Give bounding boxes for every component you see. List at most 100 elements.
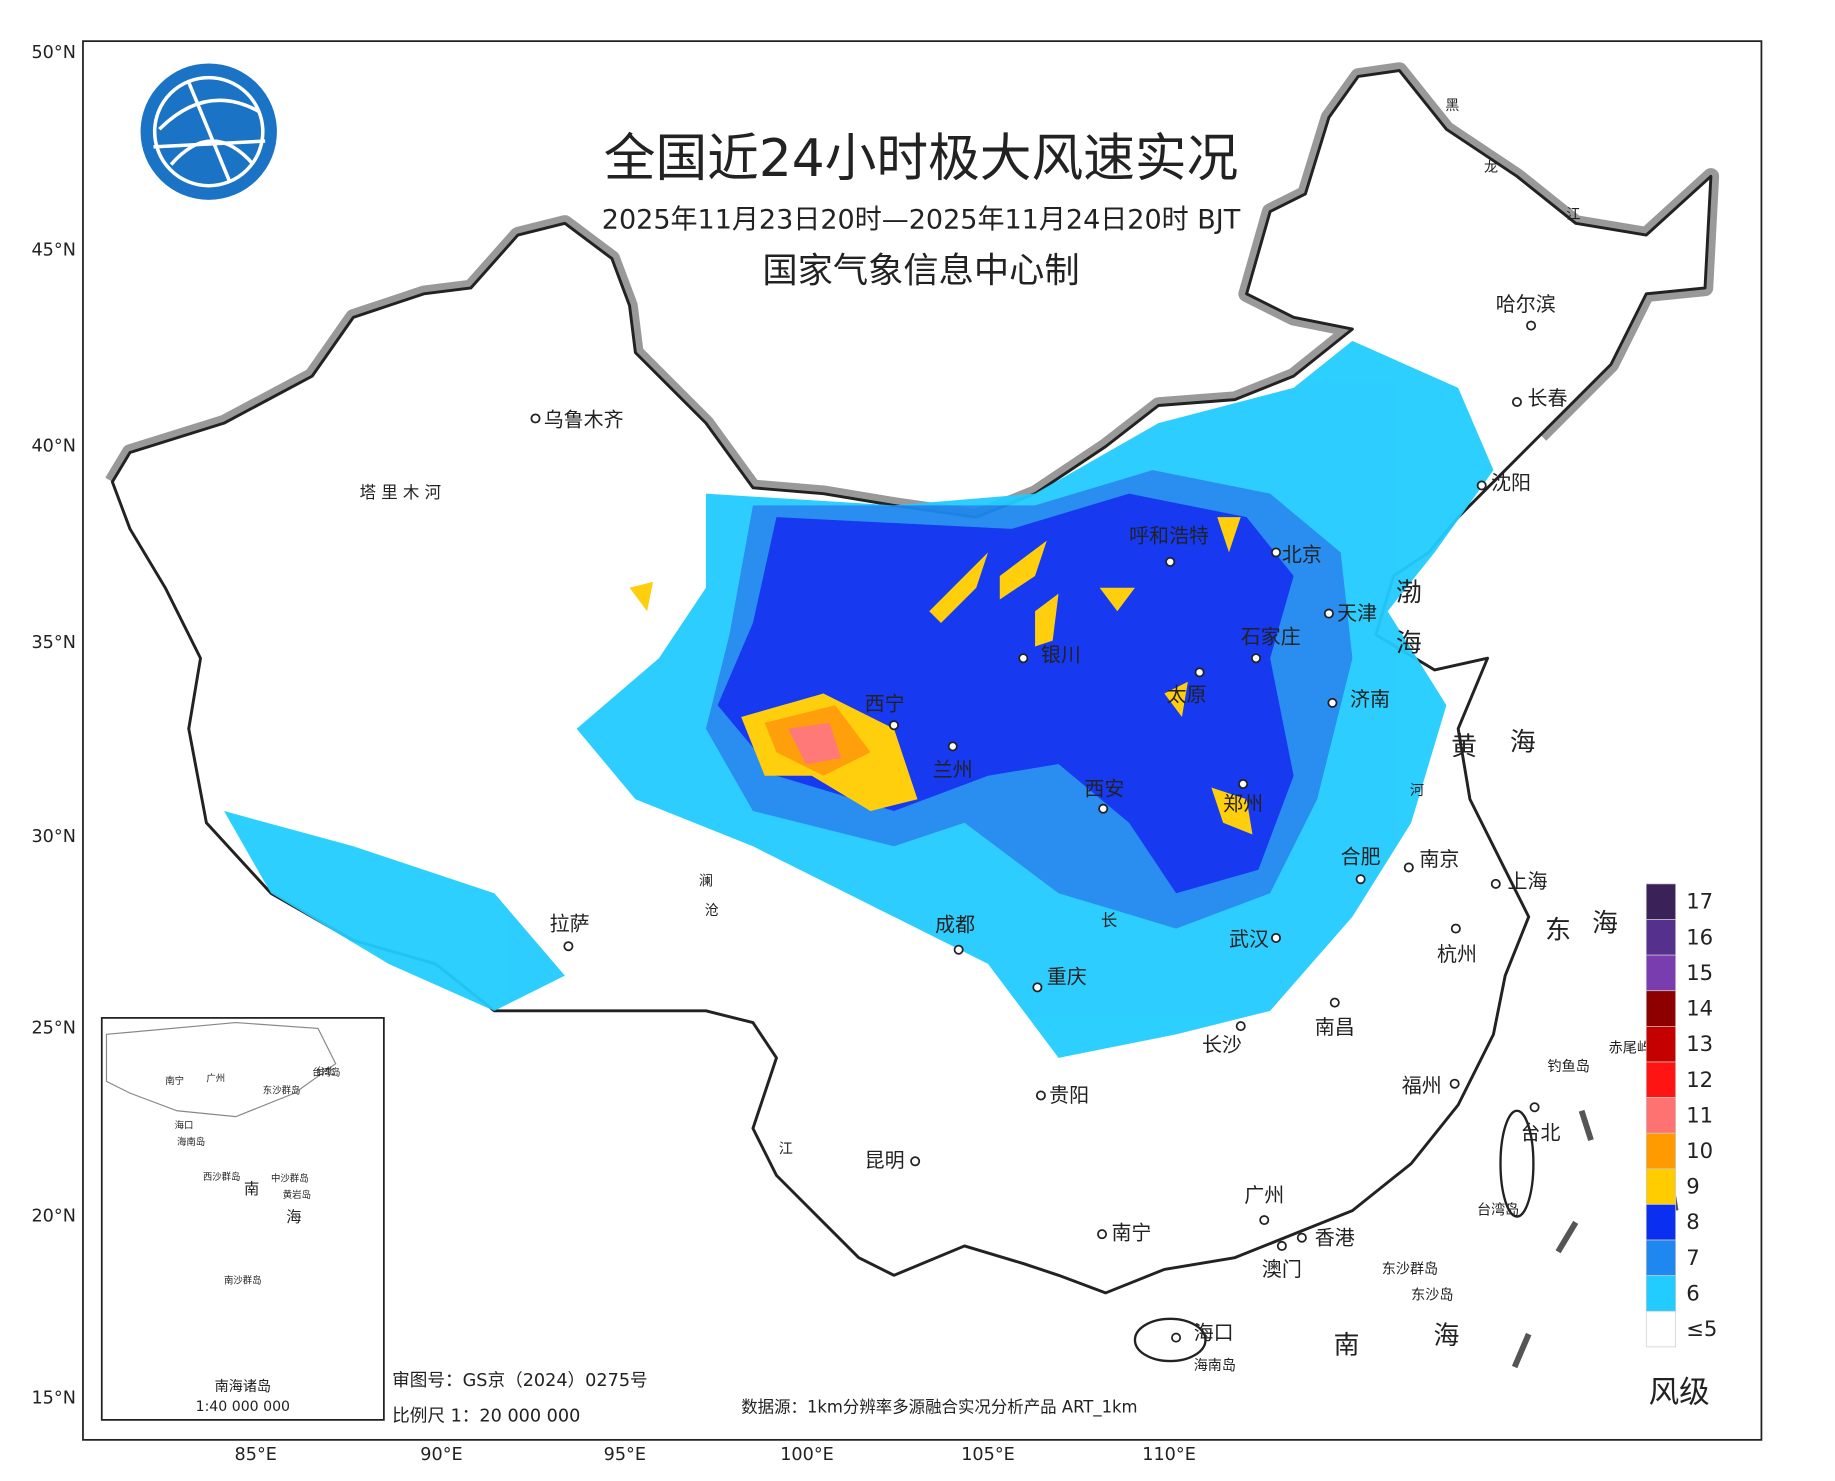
legend-swatch bbox=[1645, 1026, 1676, 1063]
city-dot bbox=[1511, 396, 1522, 407]
place-label: 赤尾屿 bbox=[1609, 1040, 1651, 1056]
city-dot bbox=[1529, 1102, 1540, 1113]
city-dot bbox=[1490, 878, 1501, 889]
legend-label: 14 bbox=[1686, 996, 1713, 1021]
lon-label: 85°E bbox=[235, 1445, 277, 1465]
city-dot bbox=[1098, 803, 1109, 814]
place-label: 钓鱼岛 bbox=[1548, 1058, 1590, 1075]
city-label: 沈阳 bbox=[1491, 471, 1531, 495]
city-dot bbox=[953, 944, 964, 955]
river-label: 澜 bbox=[699, 874, 713, 890]
city-label: 合肥 bbox=[1341, 845, 1381, 869]
city-label: 南宁 bbox=[1111, 1221, 1151, 1245]
inset-label: 广州 bbox=[206, 1073, 225, 1085]
hainan bbox=[1133, 1317, 1207, 1363]
lat-label: 45°N bbox=[31, 240, 75, 260]
city-dot bbox=[1194, 667, 1205, 678]
city-label: 西宁 bbox=[865, 692, 905, 716]
inset-label: 黄岩岛 bbox=[283, 1189, 311, 1201]
legend-swatch bbox=[1645, 1310, 1676, 1348]
city-dot bbox=[1449, 1078, 1460, 1089]
inset-label: 台湾岛 bbox=[312, 1067, 340, 1079]
legend-label: 15 bbox=[1686, 960, 1713, 985]
city-label: 香港 bbox=[1315, 1225, 1355, 1249]
legend-label: 6 bbox=[1686, 1280, 1699, 1305]
inset-label: 南沙群岛 bbox=[224, 1275, 262, 1287]
city-label: 拉萨 bbox=[550, 912, 590, 936]
inset-label: 海 bbox=[286, 1208, 301, 1226]
taiwan bbox=[1499, 1109, 1535, 1218]
city-label: 济南 bbox=[1350, 687, 1390, 711]
lat-label: 20°N bbox=[31, 1207, 75, 1227]
inset-label: 西沙群岛 bbox=[203, 1171, 241, 1183]
inset-label: 海南岛 bbox=[177, 1136, 205, 1148]
city-label: 天津 bbox=[1337, 601, 1377, 625]
inset-label: 海口 bbox=[175, 1120, 194, 1132]
inset-title: 南海诸岛 bbox=[215, 1379, 271, 1395]
city-dot bbox=[1165, 556, 1176, 567]
sea-label: 黄 bbox=[1451, 732, 1477, 762]
legend-label: 13 bbox=[1686, 1031, 1713, 1056]
inset-label: 中沙群岛 bbox=[271, 1172, 309, 1184]
inset-scale: 1:40 000 000 bbox=[196, 1399, 290, 1415]
city-dot bbox=[1327, 697, 1338, 708]
city-dot bbox=[1032, 982, 1043, 993]
city-label: 上海 bbox=[1508, 869, 1548, 893]
city-dot bbox=[1238, 778, 1249, 789]
city-dot bbox=[1403, 862, 1414, 873]
city-label: 哈尔滨 bbox=[1496, 292, 1556, 316]
title: 全国近24小时极大风速实况 bbox=[604, 129, 1239, 189]
lat-label: 35°N bbox=[31, 633, 75, 653]
legend-swatch bbox=[1645, 990, 1676, 1027]
city-dot bbox=[1329, 997, 1340, 1008]
city-dot bbox=[1296, 1232, 1307, 1243]
legend-label: 11 bbox=[1686, 1102, 1713, 1127]
legend-swatch bbox=[1645, 1275, 1676, 1312]
city-label: 北京 bbox=[1282, 542, 1322, 566]
lat-label: 50°N bbox=[31, 43, 75, 63]
lat-label: 15°N bbox=[31, 1389, 75, 1409]
city-dot bbox=[1450, 923, 1461, 934]
lon-label: 95°E bbox=[604, 1445, 646, 1465]
inset-label: 台北 bbox=[316, 1065, 335, 1077]
city-label: 石家庄 bbox=[1241, 625, 1301, 649]
city-label: 长春 bbox=[1528, 386, 1568, 410]
city-label: 成都 bbox=[935, 913, 975, 937]
inset-label: 南宁 bbox=[165, 1075, 184, 1087]
city-dot bbox=[947, 741, 958, 752]
city-dot bbox=[563, 941, 574, 952]
place-label: 东沙岛 bbox=[1411, 1287, 1453, 1303]
scale: 比例尺 1：20 000 000 bbox=[392, 1405, 580, 1426]
city-dot bbox=[1276, 1240, 1287, 1251]
city-label: 杭州 bbox=[1437, 942, 1477, 966]
river-label: 江 bbox=[1566, 207, 1580, 223]
city-dot bbox=[1271, 932, 1281, 943]
legend-swatch bbox=[1645, 954, 1676, 992]
city-label: 南昌 bbox=[1315, 1015, 1355, 1039]
city-label: 海口 bbox=[1194, 1321, 1234, 1345]
nine-dash-line bbox=[1511, 1109, 1679, 1369]
wind-field bbox=[224, 340, 1494, 1058]
lon-label: 105°E bbox=[961, 1445, 1015, 1465]
city-label: 银川 bbox=[1041, 642, 1081, 666]
legend-label: 16 bbox=[1686, 924, 1713, 949]
approval: 审图号：GS京（2024）0275号 bbox=[392, 1370, 648, 1391]
sea-label: 海 bbox=[1592, 908, 1618, 938]
sea-label: 海 bbox=[1433, 1321, 1459, 1351]
city-label: 澳门 bbox=[1262, 1257, 1302, 1281]
river-label: 塔 里 木 河 bbox=[360, 483, 441, 502]
place-label: 海南岛 bbox=[1194, 1358, 1236, 1374]
legend-swatch bbox=[1645, 1061, 1676, 1098]
city-dot bbox=[1235, 1021, 1246, 1032]
city-label: 重庆 bbox=[1047, 964, 1087, 988]
legend-swatch bbox=[1645, 1204, 1676, 1241]
producer: 国家气象信息中心制 bbox=[762, 251, 1079, 292]
city-label: 长沙 bbox=[1202, 1033, 1242, 1057]
sea-label: 渤 bbox=[1396, 578, 1422, 608]
data-source: 数据源：1km分辨率多源融合实况分析产品 ART_1km bbox=[741, 1398, 1137, 1418]
city-label: 南京 bbox=[1419, 847, 1459, 871]
sea-label: 南 bbox=[1334, 1330, 1360, 1360]
logo bbox=[140, 63, 277, 200]
city-label: 呼和浩特 bbox=[1129, 524, 1209, 548]
